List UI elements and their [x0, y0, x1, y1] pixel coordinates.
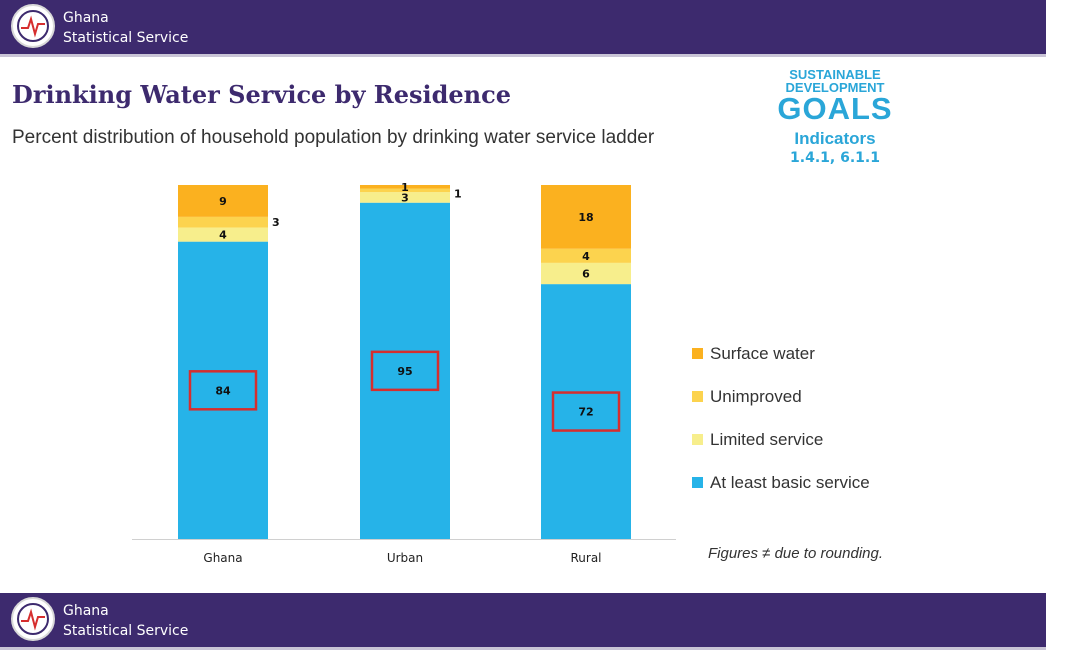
legend-label: Surface water	[710, 343, 815, 363]
org-name-line1: Ghana	[63, 603, 109, 619]
bar-segment	[360, 192, 450, 203]
org-name-line2: Statistical Service	[63, 623, 189, 639]
legend-item: At least basic service	[692, 461, 870, 504]
bar-segment	[541, 262, 631, 285]
legend-swatch	[692, 391, 703, 402]
org-name-line2: Statistical Service	[63, 30, 189, 46]
gss-logo-icon	[11, 4, 55, 48]
page-title: Drinking Water Service by Residence	[12, 80, 511, 109]
data-label: 95	[397, 365, 412, 378]
sdg-line1: SUSTAINABLE	[789, 67, 881, 82]
highlight-box	[551, 391, 621, 432]
sdg-indicators-codes: 1.4.1, 6.1.1	[790, 150, 880, 166]
data-label: 72	[578, 406, 593, 419]
category-label: Urban	[387, 551, 423, 565]
bar-segment	[360, 185, 450, 189]
sdg-goals-logo: GOALS	[777, 91, 893, 126]
bar-segment	[360, 202, 450, 539]
chart-legend: Surface water Unimproved Limited service…	[692, 332, 870, 504]
bar-segment	[541, 248, 631, 263]
header-divider	[0, 54, 1046, 57]
highlight-box	[188, 370, 258, 411]
bar-segment	[178, 227, 268, 242]
legend-label: At least basic service	[710, 472, 870, 492]
bar-segment	[541, 284, 631, 539]
data-label: 1	[401, 181, 409, 194]
page-subtitle: Percent distribution of household popula…	[12, 127, 655, 148]
bar-segment	[541, 185, 631, 249]
header-band: Ghana Statistical Service	[0, 0, 1046, 54]
data-label: 1	[454, 188, 462, 201]
data-label: 3	[272, 216, 280, 229]
legend-item: Surface water	[692, 332, 870, 375]
footer-band: Ghana Statistical Service	[0, 593, 1046, 647]
rounding-note: Figures ≠ due to rounding.	[708, 545, 884, 562]
legend-swatch	[692, 477, 703, 488]
data-label: 3	[401, 191, 409, 204]
bar-segment	[178, 241, 268, 539]
data-label: 4	[219, 229, 227, 242]
data-label: 9	[219, 195, 227, 208]
data-label: 84	[215, 384, 231, 397]
sdg-badge: SUSTAINABLE DEVELOPMENT GOALS Indicators…	[760, 68, 910, 168]
category-label: Ghana	[203, 551, 242, 565]
gss-logo-icon	[11, 597, 55, 641]
sdg-line2: DEVELOPMENT	[785, 80, 885, 95]
slide: Ghana Statistical Service Drinking Water…	[0, 0, 1046, 650]
data-label: 4	[582, 250, 590, 263]
legend-label: Limited service	[710, 429, 824, 449]
legend-label: Unimproved	[710, 386, 802, 406]
org-name-line1: Ghana	[63, 10, 109, 26]
footer-divider	[0, 647, 1046, 650]
bar-segment	[360, 188, 450, 193]
data-label: 6	[582, 268, 590, 281]
sdg-indicators-label: Indicators	[794, 129, 876, 148]
legend-swatch	[692, 434, 703, 445]
legend-item: Unimproved	[692, 375, 870, 418]
org-name: Ghana Statistical Service	[63, 8, 188, 48]
legend-item: Limited service	[692, 418, 870, 461]
highlight-box	[370, 350, 440, 392]
data-label: 18	[578, 211, 593, 224]
org-name: Ghana Statistical Service	[63, 601, 188, 641]
category-label: Rural	[570, 551, 601, 565]
bar-segment	[178, 185, 268, 217]
bar-segment	[178, 216, 268, 228]
legend-swatch	[692, 348, 703, 359]
